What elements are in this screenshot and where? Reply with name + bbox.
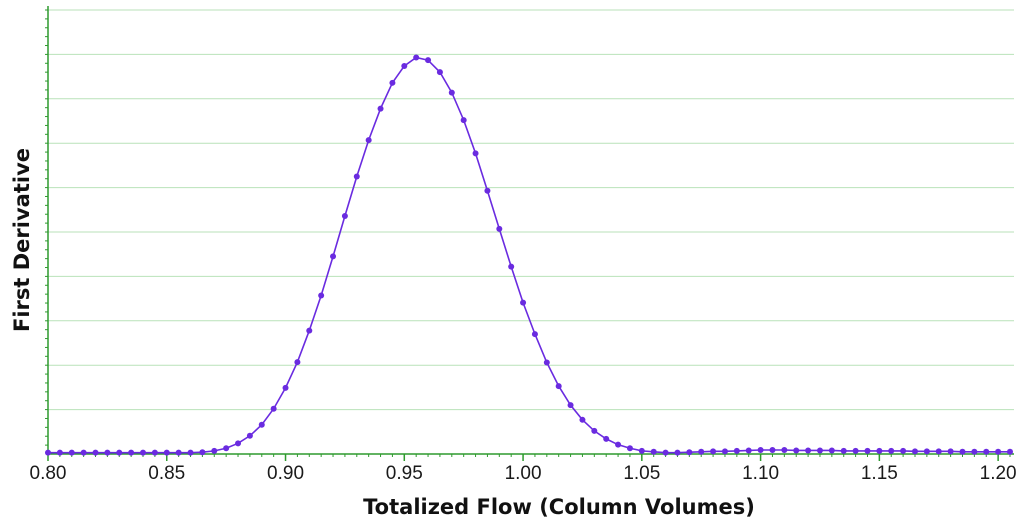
- data-point: [508, 263, 515, 270]
- data-point: [211, 447, 218, 454]
- x-tick-label: 1.00: [505, 463, 542, 484]
- data-point: [674, 449, 681, 456]
- data-point: [698, 448, 705, 455]
- x-tick-label: 1.15: [861, 463, 898, 484]
- data-point: [626, 445, 633, 452]
- x-tick-label: 1.05: [623, 463, 660, 484]
- data-point: [852, 447, 859, 454]
- series-polyline: [48, 56, 1010, 454]
- data-point: [971, 448, 978, 455]
- data-point: [793, 447, 800, 454]
- data-point: [175, 449, 182, 456]
- data-point: [353, 173, 360, 180]
- axes: [45, 6, 1014, 461]
- data-point: [710, 448, 717, 455]
- data-point: [68, 449, 75, 456]
- data-point: [947, 448, 954, 455]
- data-point: [496, 225, 503, 232]
- data-point: [45, 449, 51, 456]
- data-point: [448, 89, 455, 96]
- data-point: [745, 447, 752, 454]
- data-point: [140, 449, 147, 456]
- data-point: [377, 105, 384, 112]
- data-point: [330, 253, 337, 260]
- x-tick-labels: 0.80 0.85 0.90 0.95 1.00 1.05 1.10 1.15 1.20: [30, 463, 1017, 484]
- grid-lines: [48, 9, 1014, 411]
- data-point: [721, 448, 728, 455]
- data-point: [959, 448, 966, 455]
- data-point: [531, 331, 538, 338]
- data-point: [923, 448, 930, 455]
- data-point: [769, 447, 776, 454]
- data-point: [662, 449, 669, 456]
- data-point: [816, 447, 823, 454]
- data-point: [995, 448, 1002, 455]
- data-point: [935, 448, 942, 455]
- data-point: [365, 137, 372, 144]
- data-point: [591, 427, 598, 434]
- data-point: [318, 292, 325, 299]
- data-point: [294, 359, 301, 366]
- x-tick-label: 0.95: [386, 463, 423, 484]
- data-point: [436, 69, 443, 76]
- data-point: [306, 327, 313, 334]
- data-point: [615, 441, 622, 448]
- data-point: [686, 449, 693, 456]
- data-point: [199, 449, 206, 456]
- data-point: [805, 447, 812, 454]
- data-point: [543, 359, 550, 366]
- data-point: [900, 447, 907, 454]
- data-point: [650, 448, 657, 455]
- data-point: [187, 449, 194, 456]
- data-point: [828, 447, 835, 454]
- data-point: [92, 449, 99, 456]
- data-point: [484, 187, 491, 194]
- data-point: [341, 213, 348, 220]
- data-point: [876, 447, 883, 454]
- data-point: [567, 402, 574, 409]
- data-point: [401, 62, 408, 69]
- data-point: [983, 448, 990, 455]
- data-point: [80, 449, 87, 456]
- data-point: [116, 449, 123, 456]
- data-point: [603, 435, 610, 442]
- data-point: [413, 54, 420, 61]
- data-point: [163, 449, 170, 456]
- data-point: [638, 447, 645, 454]
- data-point: [223, 445, 230, 452]
- data-point: [246, 432, 253, 439]
- data-point: [840, 447, 847, 454]
- data-point: [282, 384, 289, 391]
- data-point: [781, 447, 788, 454]
- data-point: [128, 449, 135, 456]
- x-axis-title: Totalized Flow (Column Volumes): [363, 495, 755, 519]
- data-point: [258, 421, 265, 428]
- data-point: [104, 449, 111, 456]
- data-point: [472, 150, 479, 157]
- data-point: [888, 447, 895, 454]
- x-tick-label: 0.90: [267, 463, 304, 484]
- data-point: [460, 117, 467, 124]
- data-point: [1007, 448, 1013, 455]
- x-tick-label: 1.20: [980, 463, 1017, 484]
- data-point: [733, 447, 740, 454]
- data-point: [389, 79, 396, 86]
- data-point: [911, 448, 918, 455]
- data-point: [579, 416, 586, 423]
- data-point: [235, 440, 242, 447]
- data-point: [425, 57, 432, 64]
- data-point: [270, 405, 277, 412]
- data-point: [555, 383, 562, 390]
- data-point: [520, 299, 527, 306]
- series-line: [45, 54, 1013, 456]
- y-axis-title: First Derivative: [10, 148, 34, 332]
- data-point: [864, 447, 871, 454]
- x-tick-label: 1.10: [742, 463, 779, 484]
- data-point: [56, 449, 63, 456]
- x-tick-label: 0.85: [148, 463, 185, 484]
- x-tick-label: 0.80: [30, 463, 67, 484]
- data-point: [757, 447, 764, 454]
- data-point: [151, 449, 158, 456]
